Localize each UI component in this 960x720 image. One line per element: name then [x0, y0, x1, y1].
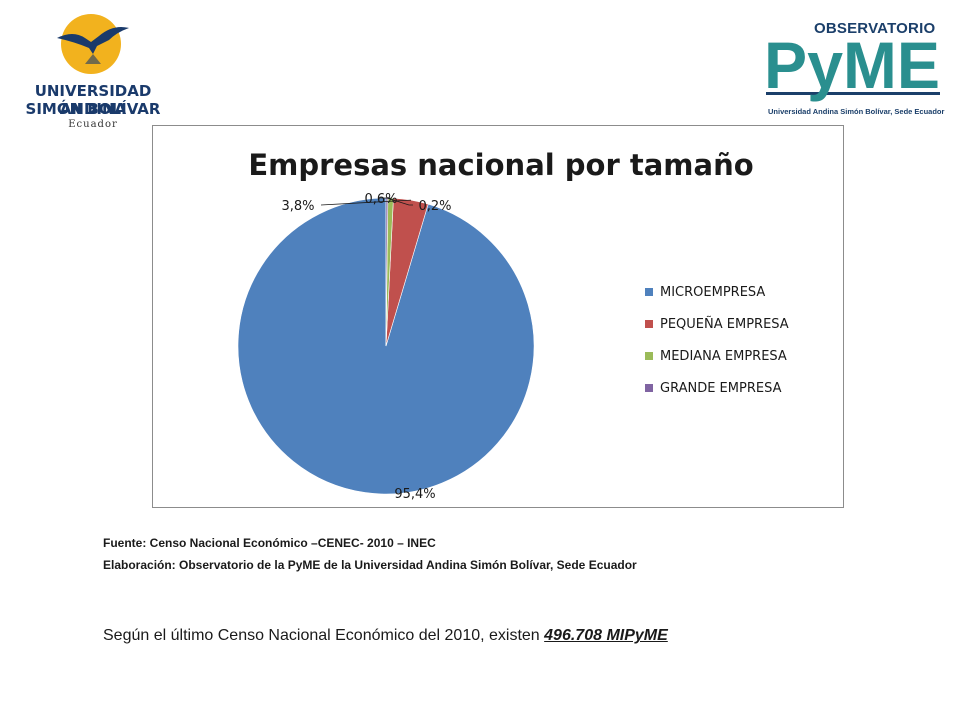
- uasb-name-line1: UNIVERSIDAD ANDINA: [34, 82, 152, 118]
- pie-chart: Empresas nacional por tamaño 95,4% 3,8% 0,…: [237, 148, 789, 502]
- pie-data-label-2: 0,6%: [364, 192, 397, 207]
- pyme-caption: Universidad Andina Simón Bolívar, Sede E…: [768, 107, 945, 116]
- pyme-observatorio: OBSERVATORIO: [814, 20, 936, 37]
- condor-emblem-icon: [57, 14, 129, 74]
- statement-text: Según el último Censo Nacional Económico…: [103, 627, 545, 644]
- legend-label-0: MICROEMPRESA: [660, 285, 765, 300]
- pyme-wordmark: PyME: [764, 34, 940, 102]
- pie-chart-frame: Empresas nacional por tamaño 95,4% 3,8% 0,…: [152, 125, 844, 508]
- pyme-logo: OBSERVATORIO PyME Universidad Andina Sim…: [762, 18, 944, 118]
- uasb-name-line3: Ecuador: [68, 119, 118, 130]
- legend-label-2: MEDIANA EMPRESA: [660, 349, 787, 364]
- legend-label-1: PEQUEÑA EMPRESA: [660, 316, 789, 332]
- uasb-logo: UNIVERSIDAD ANDINA SIMÓN BOLÍVAR Ecuador: [8, 8, 178, 130]
- chart-title: Empresas nacional por tamaño: [248, 148, 753, 182]
- svg-text:PyME: PyME: [764, 34, 940, 102]
- pie-data-label-1: 3,8%: [281, 199, 314, 214]
- source-elaboracion: Elaboración: Observatorio de la PyME de …: [103, 558, 637, 572]
- pie-leader-line-3: [386, 197, 413, 206]
- pie-data-label-0: 95,4%: [394, 487, 435, 502]
- statement-value: 496.708 MIPyME: [544, 627, 668, 644]
- uasb-name-line2: SIMÓN BOLÍVAR: [25, 100, 161, 118]
- statement: Según el último Censo Nacional Económico…: [103, 627, 668, 645]
- pie-data-label-3: 0,2%: [418, 199, 451, 214]
- legend-swatch-2: [645, 352, 653, 360]
- legend-swatch-0: [645, 288, 653, 296]
- legend-swatch-1: [645, 320, 653, 328]
- legend-label-3: GRANDE EMPRESA: [660, 381, 782, 396]
- source-fuente: Fuente: Censo Nacional Económico –CENEC-…: [103, 536, 436, 550]
- legend-swatch-3: [645, 384, 653, 392]
